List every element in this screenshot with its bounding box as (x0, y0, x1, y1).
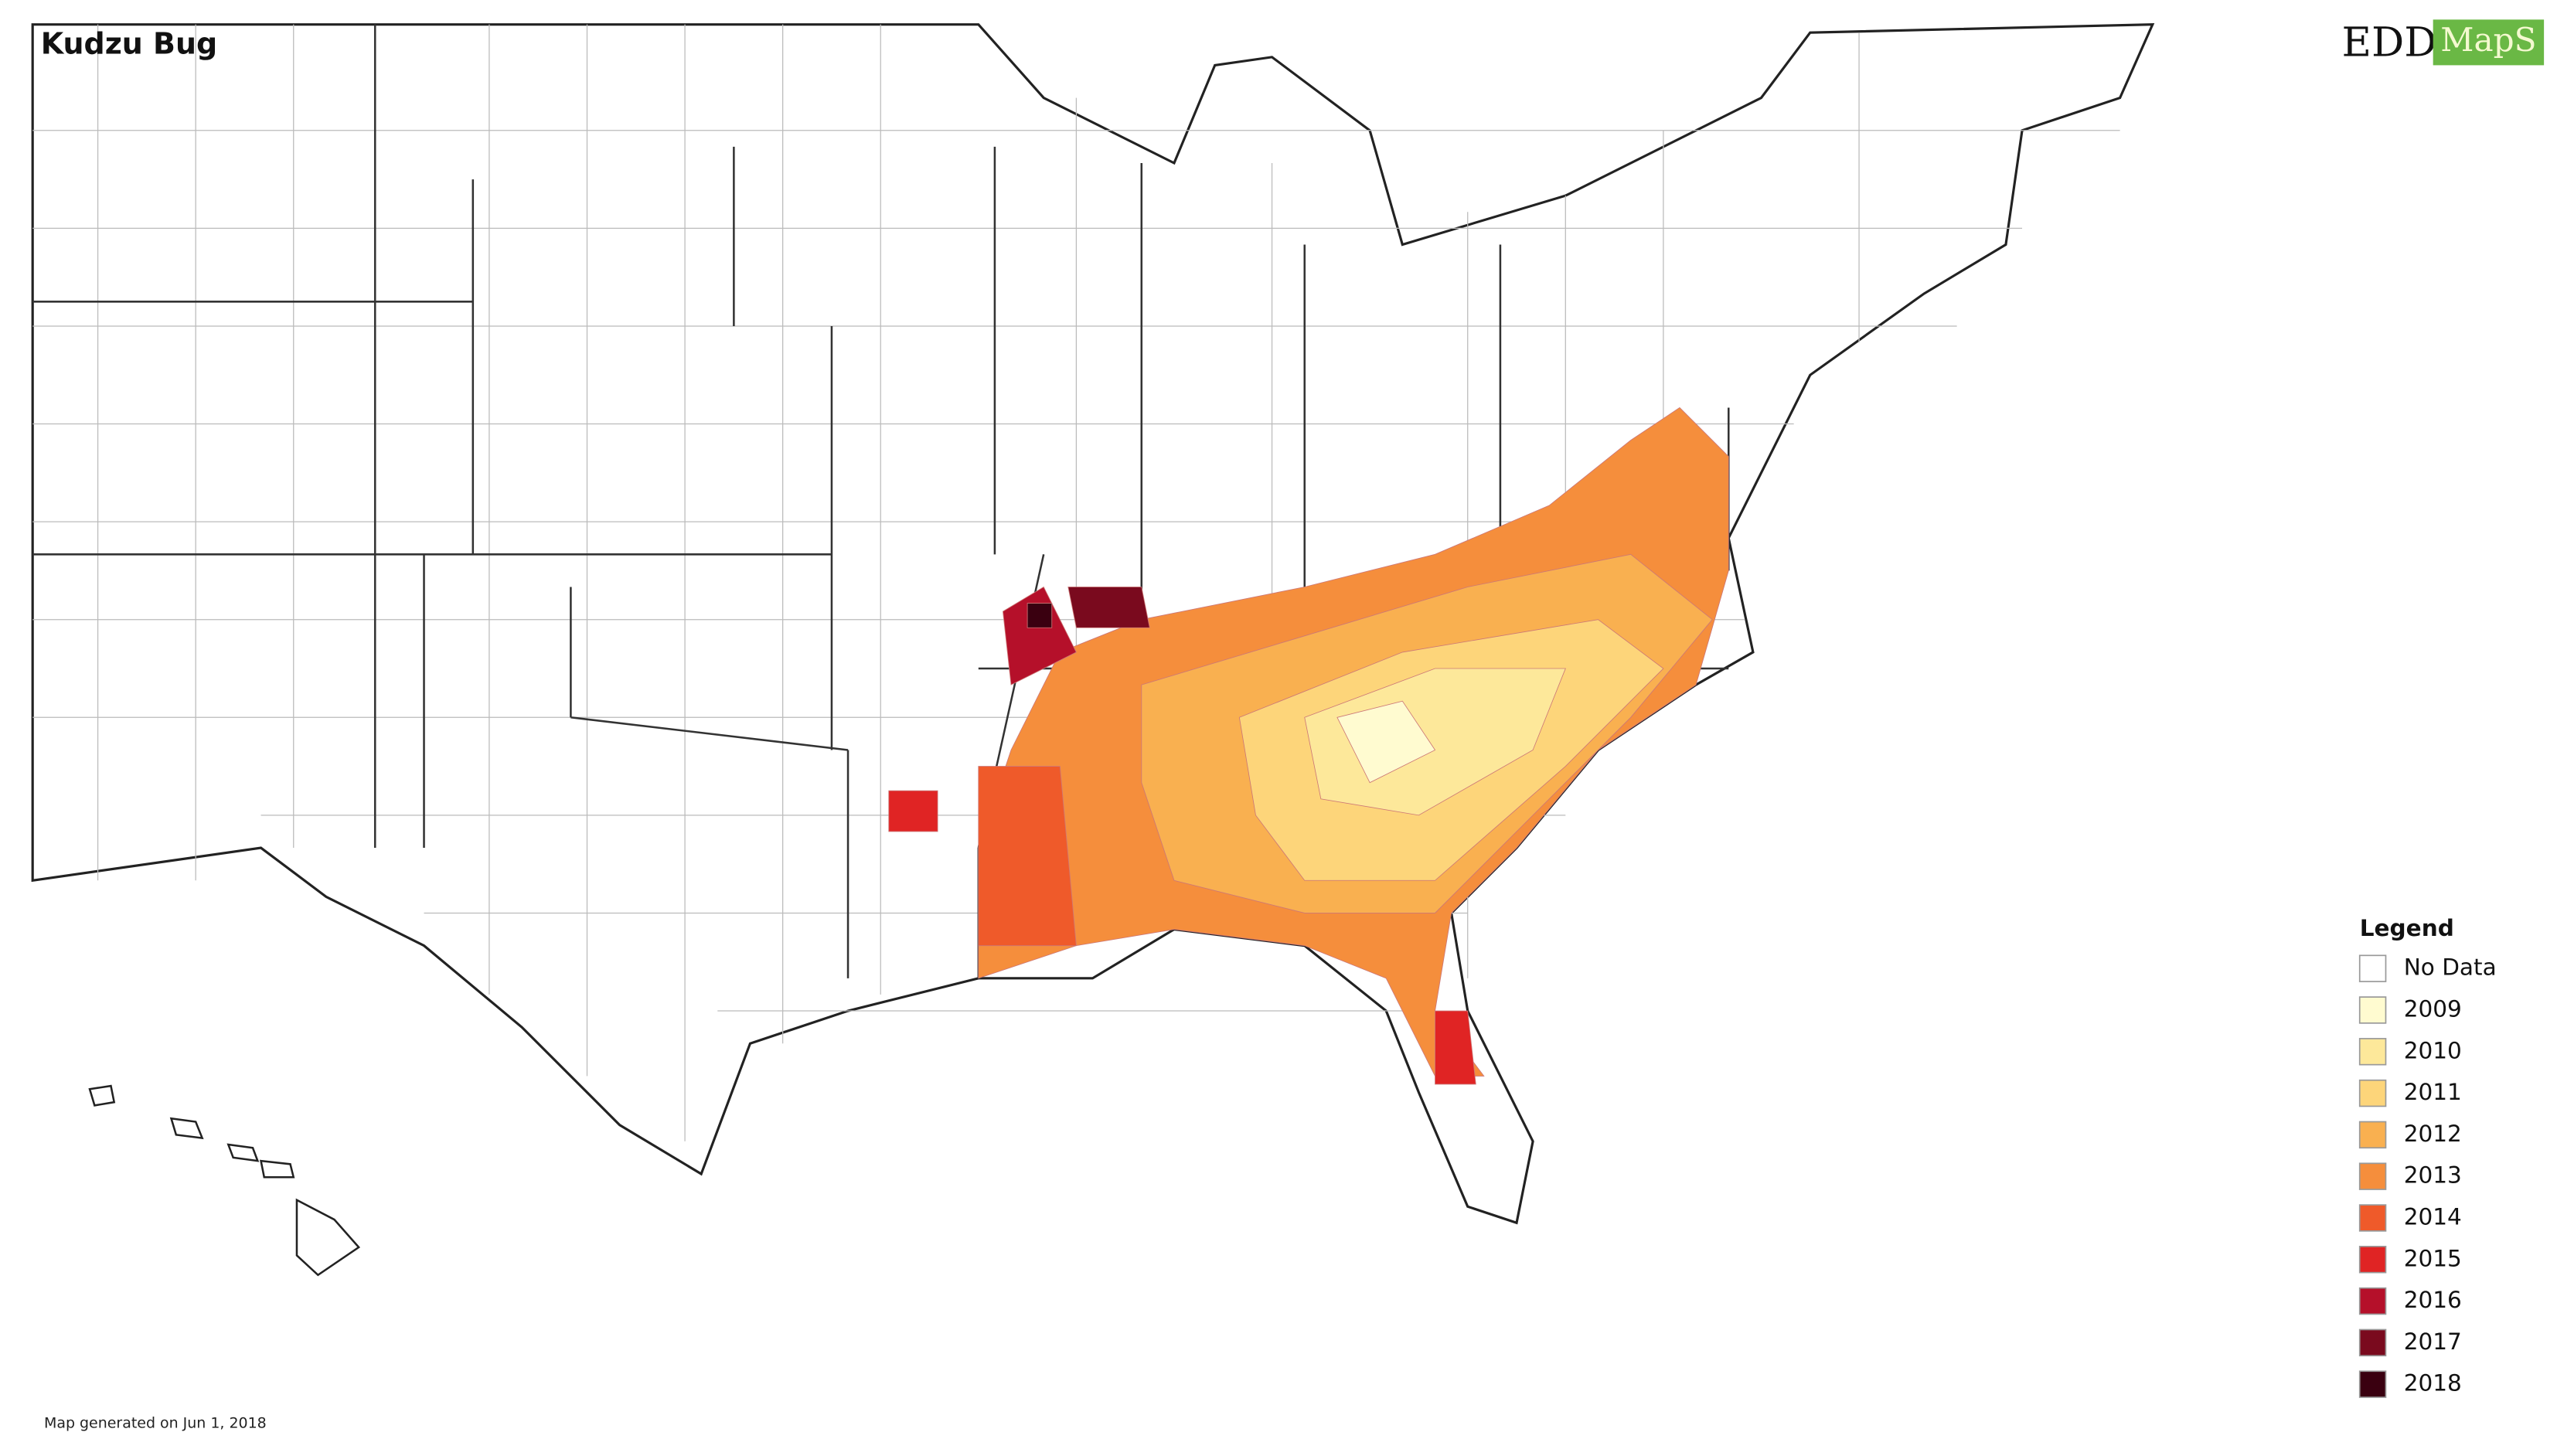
legend-swatch (2358, 954, 2387, 982)
legend-swatch (2358, 1162, 2387, 1190)
legend-label: 2010 (2404, 1037, 2462, 1063)
region-2017 (1067, 587, 1150, 628)
logo-right: MapS (2440, 21, 2536, 59)
region-2015 (1435, 1010, 1476, 1085)
legend-swatch (2358, 996, 2387, 1024)
region-2014 (978, 766, 1077, 947)
legend-label: 2017 (2404, 1328, 2462, 1355)
region-2015 (888, 790, 938, 832)
legend-label: 2011 (2404, 1079, 2462, 1105)
hawaii-island (88, 1084, 361, 1277)
legend-label: 2014 (2404, 1203, 2462, 1230)
legend-label: 2009 (2404, 995, 2462, 1022)
logo-box (2433, 19, 2545, 66)
legend-swatch (2358, 1370, 2387, 1398)
map-title: Kudzu Bug (41, 27, 217, 61)
footer-note: Map generated on Jun 1, 2018 (44, 1414, 267, 1431)
map (31, 23, 2155, 1277)
legend-swatch (2358, 1328, 2387, 1357)
region-2016 (1003, 586, 1077, 685)
logo: EDD MapS (2342, 19, 2545, 66)
legend-label: 2015 (2404, 1245, 2462, 1271)
legend-label: 2012 (2404, 1121, 2462, 1147)
region-2009 (1336, 700, 1436, 784)
hawaii (88, 1084, 361, 1277)
legend: Legend No Data 2009 2010 2011 2012 2013 2014 20… (2358, 915, 2497, 1398)
legend-swatch (2358, 1246, 2387, 1274)
legend-swatch (2358, 1079, 2387, 1107)
legend-swatch (2358, 1121, 2387, 1149)
legend-label: No Data (2404, 954, 2497, 981)
legend-swatch (2358, 1038, 2387, 1066)
legend-title: Legend (2360, 915, 2454, 941)
region-2018 (1027, 603, 1053, 628)
legend-swatch (2358, 1204, 2387, 1232)
legend-label: 2018 (2404, 1370, 2462, 1396)
legend-label: 2013 (2404, 1162, 2462, 1189)
logo-left: EDD (2342, 19, 2437, 66)
legend-label: 2016 (2404, 1287, 2462, 1313)
infestation-areas (888, 407, 1729, 1085)
legend-swatch (2358, 1287, 2387, 1315)
